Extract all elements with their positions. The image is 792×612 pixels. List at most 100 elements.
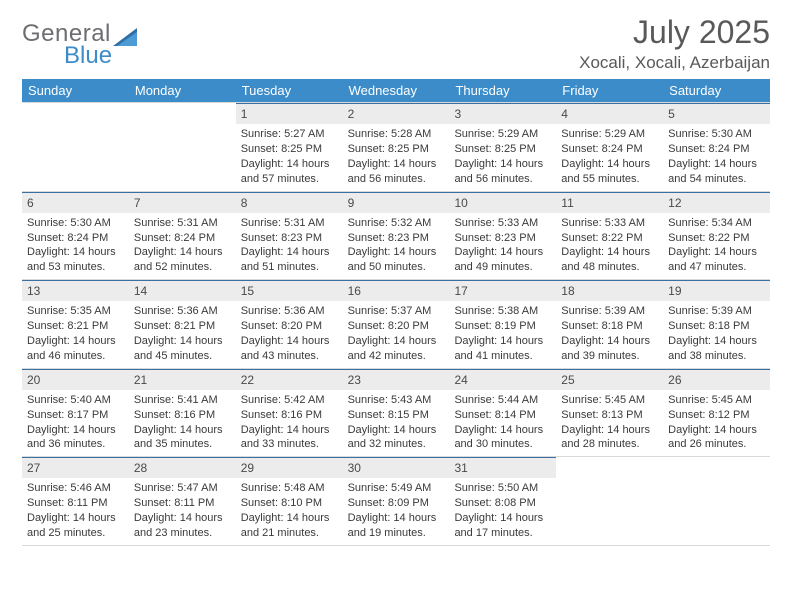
day-cell: 8Sunrise: 5:31 AMSunset: 8:23 PMDaylight… <box>236 192 343 280</box>
day-cell: 29 Sunrise: 5:48 AMSunset: 8:10 PMDayligh… <box>236 457 343 545</box>
logo-text-blue: Blue <box>64 42 139 70</box>
sunset-line: Sunset: 8:12 PM <box>668 408 765 423</box>
day-body: Sunrise: 5:38 AMSunset: 8:19 PMDaylight:… <box>449 304 556 367</box>
sunset-line: Sunset: 8:25 PM <box>454 142 551 157</box>
sunset-line: Sunset: 8:08 PM <box>454 496 551 511</box>
sunrise-line: Sunrise: 5:50 AM <box>454 481 551 496</box>
day-number: 28 <box>129 457 236 478</box>
sunset-line: Sunset: 8:20 PM <box>348 319 445 334</box>
daylight-line: Daylight: 14 hours and 35 minutes. <box>134 423 231 453</box>
day-cell: 27Sunrise: 5:46 AMSunset: 8:11 PMDayligh… <box>22 457 129 545</box>
day-cell: 28 Sunrise: 5:47 AMSunset: 8:11 PMDayligh… <box>129 457 236 545</box>
sunset-line: Sunset: 8:17 PM <box>27 408 124 423</box>
day-number: 26 <box>663 369 770 390</box>
sunrise-line: Sunrise: 5:29 AM <box>561 127 658 142</box>
day-number: 2 <box>343 103 450 124</box>
day-body: Sunrise: 5:48 AMSunset: 8:10 PMDaylight:… <box>236 481 343 544</box>
daylight-line: Daylight: 14 hours and 47 minutes. <box>668 245 765 275</box>
day-cell: 11Sunrise: 5:33 AMSunset: 8:22 PMDayligh… <box>556 192 663 280</box>
day-number: 23 <box>343 369 450 390</box>
sunset-line: Sunset: 8:20 PM <box>241 319 338 334</box>
day-body: Sunrise: 5:39 AMSunset: 8:18 PMDaylight:… <box>663 304 770 367</box>
sunset-line: Sunset: 8:24 PM <box>134 231 231 246</box>
day-cell: 14Sunrise: 5:36 AMSunset: 8:21 PMDayligh… <box>129 280 236 368</box>
sunset-line: Sunset: 8:16 PM <box>241 408 338 423</box>
day-number: 20 <box>22 369 129 390</box>
sunrise-line: Sunrise: 5:35 AM <box>27 304 124 319</box>
day-number: 7 <box>129 192 236 213</box>
day-number: 16 <box>343 280 450 301</box>
daylight-line: Daylight: 14 hours and 17 minutes. <box>454 511 551 541</box>
day-cell: 3Sunrise: 5:29 AMSunset: 8:25 PMDaylight… <box>449 103 556 191</box>
sunrise-line: Sunrise: 5:33 AM <box>561 216 658 231</box>
sunset-line: Sunset: 8:09 PM <box>348 496 445 511</box>
sunrise-line: Sunrise: 5:48 AM <box>241 481 338 496</box>
day-number: 14 <box>129 280 236 301</box>
daylight-line: Daylight: 14 hours and 19 minutes. <box>348 511 445 541</box>
day-body: Sunrise: 5:31 AMSunset: 8:23 PMDaylight:… <box>236 216 343 279</box>
day-number: 18 <box>556 280 663 301</box>
sunrise-line: Sunrise: 5:37 AM <box>348 304 445 319</box>
sunset-line: Sunset: 8:22 PM <box>561 231 658 246</box>
day-body: Sunrise: 5:27 AMSunset: 8:25 PMDaylight:… <box>236 127 343 190</box>
sunset-line: Sunset: 8:10 PM <box>241 496 338 511</box>
sunrise-line: Sunrise: 5:38 AM <box>454 304 551 319</box>
daylight-line: Daylight: 14 hours and 42 minutes. <box>348 334 445 364</box>
day-body: Sunrise: 5:46 AMSunset: 8:11 PMDaylight:… <box>22 481 129 544</box>
day-body: Sunrise: 5:47 AMSunset: 8:11 PMDaylight:… <box>129 481 236 544</box>
day-body: Sunrise: 5:29 AMSunset: 8:25 PMDaylight:… <box>449 127 556 190</box>
day-body: Sunrise: 5:30 AMSunset: 8:24 PMDaylight:… <box>663 127 770 190</box>
day-body: Sunrise: 5:34 AMSunset: 8:22 PMDaylight:… <box>663 216 770 279</box>
day-number: 15 <box>236 280 343 301</box>
daylight-line: Daylight: 14 hours and 25 minutes. <box>27 511 124 541</box>
daylight-line: Daylight: 14 hours and 57 minutes. <box>241 157 338 187</box>
day-body: Sunrise: 5:28 AMSunset: 8:25 PMDaylight:… <box>343 127 450 190</box>
day-number: 13 <box>22 280 129 301</box>
location-subtitle: Xocali, Xocali, Azerbaijan <box>579 53 770 73</box>
week-row: 20Sunrise: 5:40 AMSunset: 8:17 PMDayligh… <box>22 369 770 458</box>
daylight-line: Daylight: 14 hours and 36 minutes. <box>27 423 124 453</box>
day-cell: 17Sunrise: 5:38 AMSunset: 8:19 PMDayligh… <box>449 280 556 368</box>
daylight-line: Daylight: 14 hours and 43 minutes. <box>241 334 338 364</box>
daylight-line: Daylight: 14 hours and 33 minutes. <box>241 423 338 453</box>
sunset-line: Sunset: 8:11 PM <box>27 496 124 511</box>
day-number: 1 <box>236 103 343 124</box>
sunrise-line: Sunrise: 5:46 AM <box>27 481 124 496</box>
sunrise-line: Sunrise: 5:49 AM <box>348 481 445 496</box>
week-row: 6Sunrise: 5:30 AMSunset: 8:24 PMDaylight… <box>22 192 770 281</box>
daylight-line: Daylight: 14 hours and 51 minutes. <box>241 245 338 275</box>
day-body: Sunrise: 5:45 AMSunset: 8:13 PMDaylight:… <box>556 393 663 456</box>
day-body: Sunrise: 5:30 AMSunset: 8:24 PMDaylight:… <box>22 216 129 279</box>
daylight-line: Daylight: 14 hours and 26 minutes. <box>668 423 765 453</box>
sunrise-line: Sunrise: 5:40 AM <box>27 393 124 408</box>
sunset-line: Sunset: 8:25 PM <box>348 142 445 157</box>
sunrise-line: Sunrise: 5:45 AM <box>561 393 658 408</box>
day-cell: 9Sunrise: 5:32 AMSunset: 8:23 PMDaylight… <box>343 192 450 280</box>
sunrise-line: Sunrise: 5:29 AM <box>454 127 551 142</box>
day-body: Sunrise: 5:50 AMSunset: 8:08 PMDaylight:… <box>449 481 556 544</box>
day-body: Sunrise: 5:29 AMSunset: 8:24 PMDaylight:… <box>556 127 663 190</box>
daylight-line: Daylight: 14 hours and 21 minutes. <box>241 511 338 541</box>
day-cell: 4Sunrise: 5:29 AMSunset: 8:24 PMDaylight… <box>556 103 663 191</box>
weekday-header: Saturday <box>663 79 770 102</box>
day-cell: 31Sunrise: 5:50 AMSunset: 8:08 PMDayligh… <box>449 457 556 545</box>
daylight-line: Daylight: 14 hours and 23 minutes. <box>134 511 231 541</box>
sunrise-line: Sunrise: 5:36 AM <box>134 304 231 319</box>
day-number: 9 <box>343 192 450 213</box>
day-number: 29 <box>236 457 343 478</box>
day-cell: 19Sunrise: 5:39 AMSunset: 8:18 PMDayligh… <box>663 280 770 368</box>
sunset-line: Sunset: 8:14 PM <box>454 408 551 423</box>
sunset-line: Sunset: 8:21 PM <box>27 319 124 334</box>
daylight-line: Daylight: 14 hours and 41 minutes. <box>454 334 551 364</box>
day-body: Sunrise: 5:39 AMSunset: 8:18 PMDaylight:… <box>556 304 663 367</box>
day-number: 25 <box>556 369 663 390</box>
daylight-line: Daylight: 14 hours and 50 minutes. <box>348 245 445 275</box>
day-cell: 10Sunrise: 5:33 AMSunset: 8:23 PMDayligh… <box>449 192 556 280</box>
sunrise-line: Sunrise: 5:39 AM <box>561 304 658 319</box>
weekday-header: Thursday <box>449 79 556 102</box>
sunset-line: Sunset: 8:22 PM <box>668 231 765 246</box>
day-cell: 18 Sunrise: 5:39 AMSunset: 8:18 PMDayligh… <box>556 280 663 368</box>
day-cell: 26Sunrise: 5:45 AMSunset: 8:12 PMDayligh… <box>663 369 770 457</box>
sunset-line: Sunset: 8:24 PM <box>27 231 124 246</box>
daylight-line: Daylight: 14 hours and 56 minutes. <box>348 157 445 187</box>
